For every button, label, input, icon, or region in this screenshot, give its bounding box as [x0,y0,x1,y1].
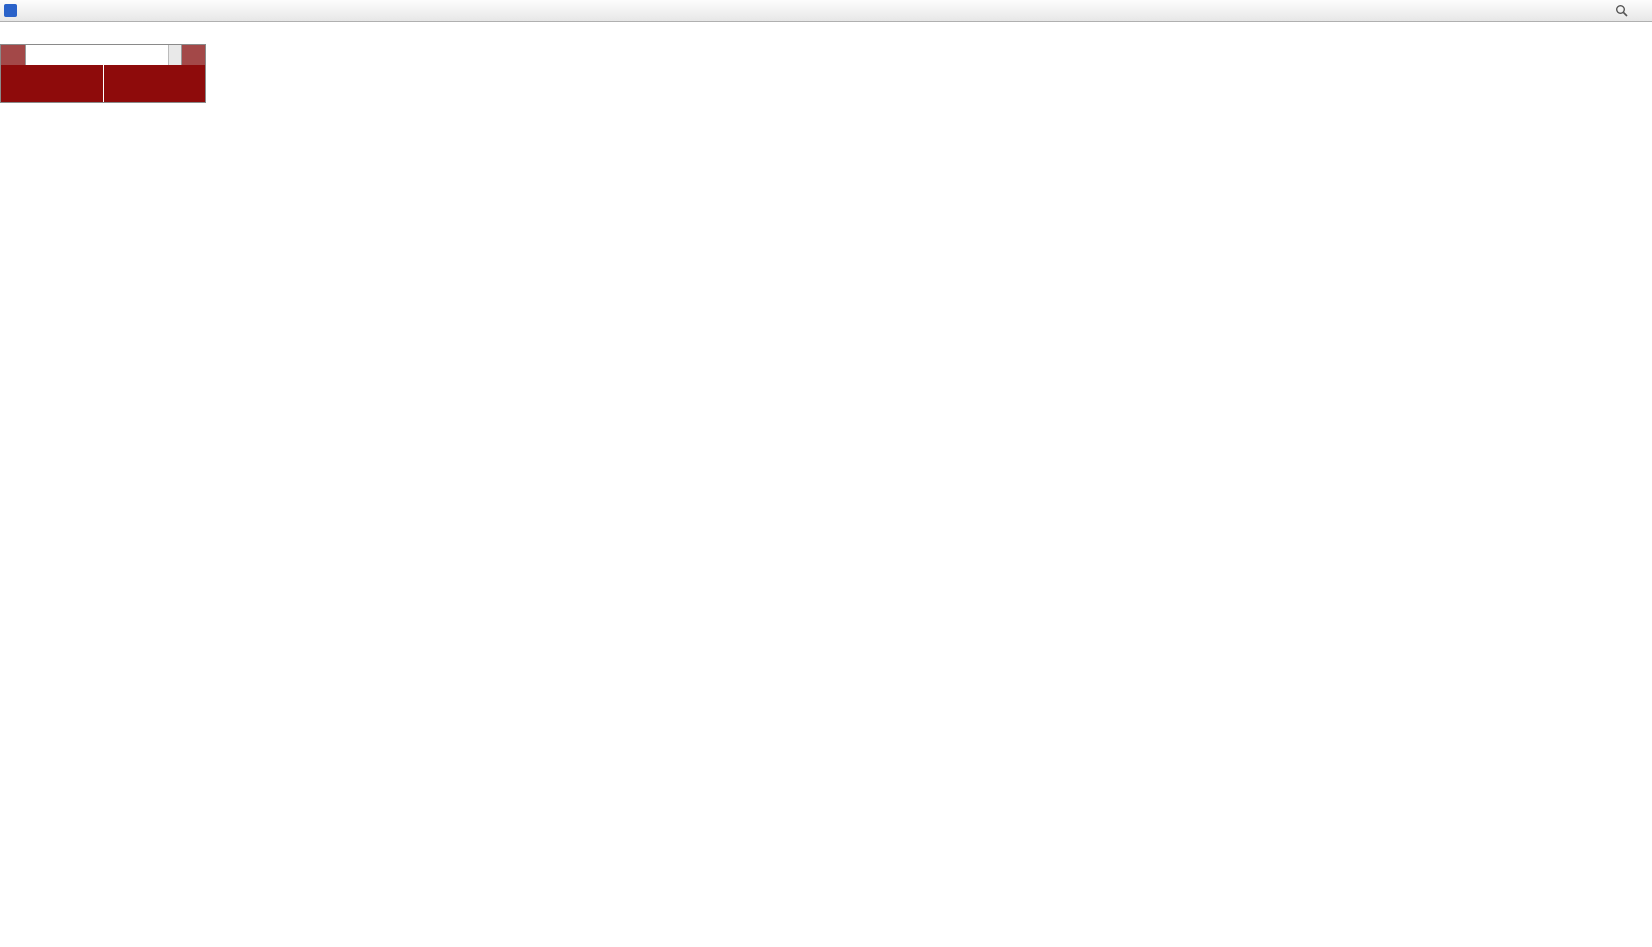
sell-price-button[interactable] [1,65,103,102]
sell-button[interactable] [1,45,25,65]
buy-price-button[interactable] [103,65,205,102]
main-toolbar [0,0,1652,22]
volume-box [24,45,182,65]
toolbar-right [1611,2,1648,20]
help-icon[interactable] [1637,2,1645,20]
volume-input[interactable] [25,45,168,65]
buy-button[interactable] [181,45,205,65]
one-click-trading-panel [0,44,206,103]
search-icon[interactable] [1611,2,1632,20]
app-icon [4,4,17,17]
volume-up-button[interactable] [168,45,181,55]
volume-down-button[interactable] [168,55,181,65]
volume-spinner [167,45,181,65]
